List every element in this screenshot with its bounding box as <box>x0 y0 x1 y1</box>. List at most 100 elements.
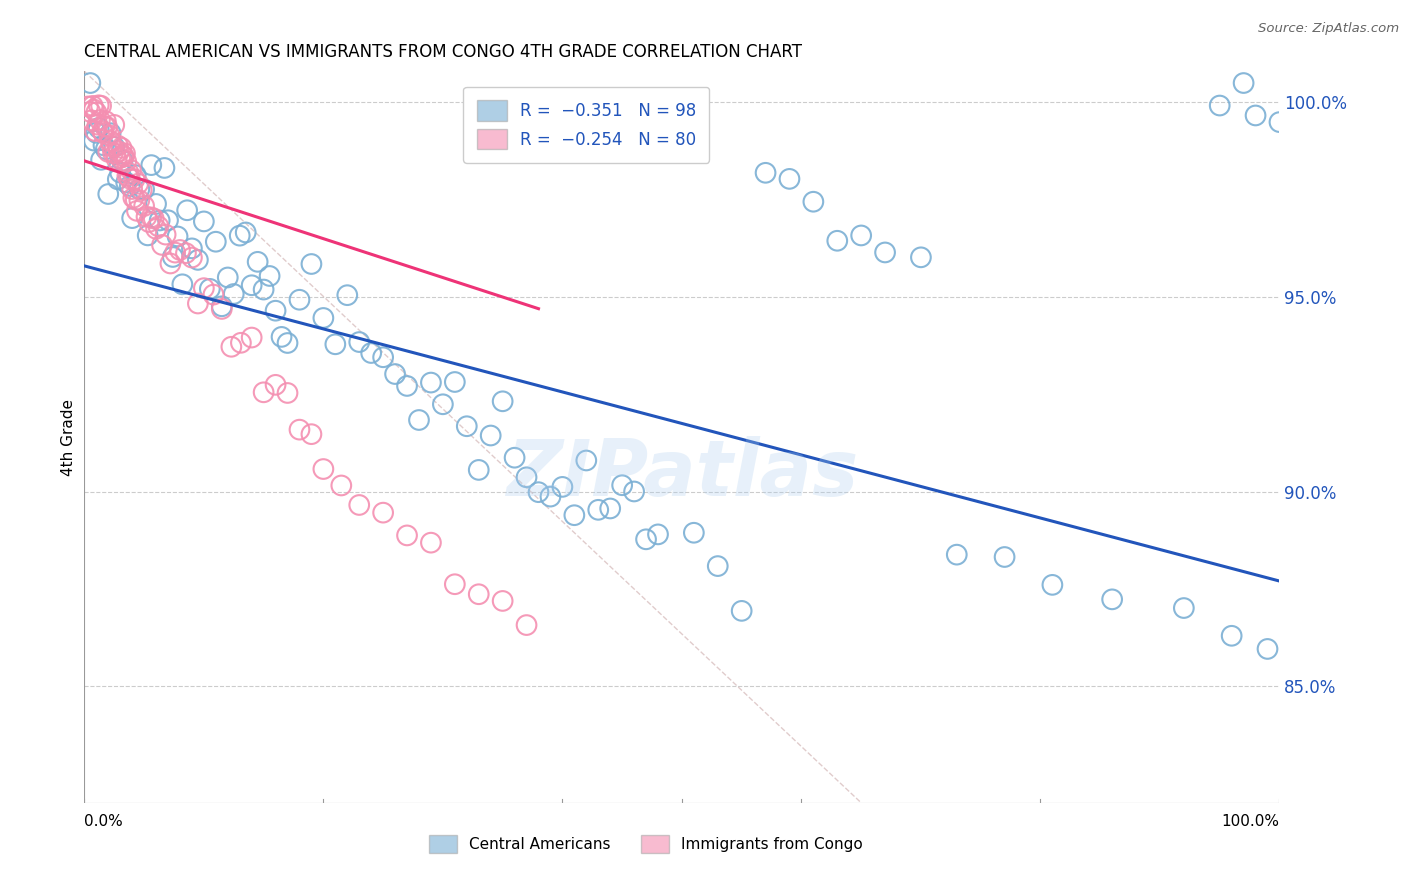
Point <box>468 463 491 477</box>
Point <box>87 98 110 112</box>
Point <box>205 235 228 249</box>
Point <box>612 478 634 492</box>
Point <box>193 281 215 295</box>
Point <box>93 126 115 140</box>
Point <box>105 152 128 166</box>
Point <box>165 245 187 260</box>
Point <box>125 203 148 218</box>
Point <box>136 228 159 243</box>
Point <box>141 158 163 172</box>
Point <box>141 211 163 225</box>
Point <box>301 257 323 271</box>
Point <box>396 528 419 542</box>
Point <box>623 484 645 499</box>
Point <box>373 506 395 520</box>
Point <box>111 148 134 162</box>
Point <box>128 194 150 208</box>
Point <box>636 533 658 547</box>
Text: 100.0%: 100.0% <box>1222 814 1279 830</box>
Point <box>503 450 526 465</box>
Point <box>264 377 287 392</box>
Point <box>127 177 149 191</box>
Point <box>153 161 176 175</box>
Point <box>277 336 299 351</box>
Point <box>110 151 132 165</box>
Point <box>575 453 598 467</box>
Point <box>827 234 849 248</box>
Point <box>875 245 897 260</box>
Point <box>86 126 108 140</box>
Point <box>202 287 225 301</box>
Point <box>86 105 108 120</box>
Point <box>174 246 197 260</box>
Point <box>115 176 138 190</box>
Point <box>96 120 118 134</box>
Point <box>187 252 209 267</box>
Point <box>157 213 180 227</box>
Point <box>325 337 347 351</box>
Point <box>277 386 299 401</box>
Point <box>80 113 103 128</box>
Point <box>492 394 515 409</box>
Point <box>110 166 132 180</box>
Point <box>110 141 132 155</box>
Point <box>803 194 825 209</box>
Point <box>100 126 122 140</box>
Point <box>103 140 125 154</box>
Point <box>125 168 148 182</box>
Point <box>150 238 173 252</box>
Point <box>145 197 167 211</box>
Point <box>479 428 502 442</box>
Point <box>396 379 419 393</box>
Point <box>221 340 243 354</box>
Point <box>1257 642 1279 657</box>
Point <box>270 330 292 344</box>
Point <box>253 385 276 400</box>
Point <box>142 211 165 226</box>
Point <box>599 501 621 516</box>
Point <box>145 222 167 236</box>
Point <box>87 120 110 135</box>
Text: ZIPatlas: ZIPatlas <box>506 435 858 512</box>
Point <box>432 397 454 411</box>
Point <box>128 182 150 196</box>
Point <box>349 498 371 512</box>
Point <box>159 256 181 270</box>
Point <box>384 367 406 381</box>
Text: Source: ZipAtlas.com: Source: ZipAtlas.com <box>1258 22 1399 36</box>
Point <box>408 413 430 427</box>
Point <box>114 146 136 161</box>
Point <box>112 150 135 164</box>
Point <box>94 142 117 156</box>
Point <box>588 503 610 517</box>
Point <box>94 114 117 128</box>
Point <box>444 375 467 389</box>
Point <box>229 335 252 350</box>
Point <box>211 301 233 316</box>
Point <box>540 490 562 504</box>
Point <box>229 228 252 243</box>
Point <box>360 346 382 360</box>
Point <box>420 535 443 549</box>
Point <box>83 103 105 117</box>
Point <box>301 427 323 442</box>
Point <box>779 172 801 186</box>
Point <box>79 104 101 119</box>
Point <box>135 210 157 224</box>
Point <box>77 99 100 113</box>
Point <box>82 99 104 113</box>
Point <box>89 113 111 128</box>
Point <box>166 229 188 244</box>
Point <box>910 250 932 264</box>
Point <box>683 525 706 540</box>
Point <box>122 191 145 205</box>
Point <box>181 251 204 265</box>
Point <box>176 203 198 218</box>
Point <box>1268 115 1291 129</box>
Point <box>86 118 108 132</box>
Point <box>330 478 353 492</box>
Point <box>288 293 311 307</box>
Point <box>946 548 969 562</box>
Point <box>1233 76 1256 90</box>
Point <box>1101 592 1123 607</box>
